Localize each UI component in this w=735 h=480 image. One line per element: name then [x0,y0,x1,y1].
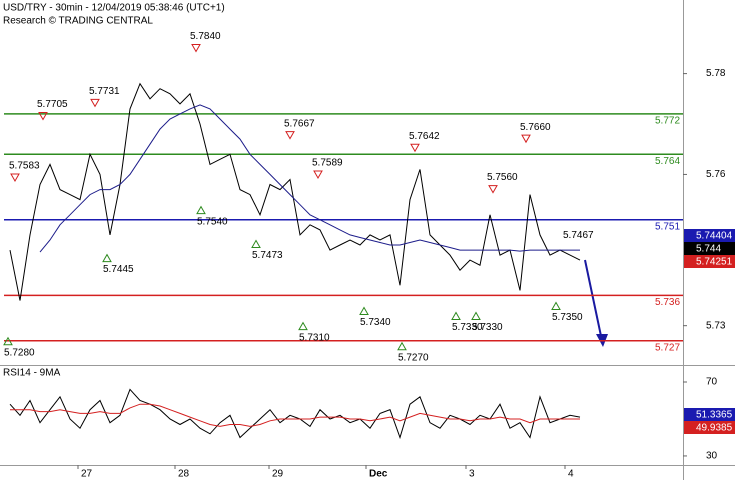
low-label: 5.7310 [299,332,330,343]
y-tick-label: 5.76 [706,169,726,180]
low-marker [471,311,481,321]
low-label: 5.7330 [452,322,483,333]
level-label: 5.772 [655,116,680,127]
x-tick-label: 3 [469,469,475,480]
level-label: 5.764 [655,156,680,167]
series-line [9,388,581,440]
low-label: 5.7445 [103,264,134,275]
low-marker [102,253,112,263]
price-tag [684,408,735,421]
level-label: 5.727 [655,342,680,353]
chart-subtitle: Research © TRADING CENTRAL [3,16,153,27]
x-tick-label: 29 [272,469,284,480]
high-marker [488,185,498,194]
price-tag-label: 49.9385 [696,423,733,434]
low-marker [298,321,308,331]
low-label: 5.7350 [552,312,583,323]
price-tag-label: 5.74251 [696,257,733,268]
y-tick-label: 5.73 [706,320,726,331]
price-tag [684,421,735,434]
x-tick-label: 4 [568,469,574,480]
price-tag-label: 5.74404 [696,231,733,242]
low-marker [3,336,13,346]
x-tick-label: Dec [369,469,388,480]
high-label: 5.7642 [409,131,440,142]
high-label: 5.7705 [37,99,68,110]
low-marker [551,301,561,310]
high-marker [521,134,531,144]
x-tick-label: 27 [81,469,93,480]
high-marker [38,111,48,121]
high-marker [191,43,201,53]
price-tag-label: 51.3365 [696,410,733,421]
high-marker [90,98,100,108]
low-marker [251,239,261,248]
high-marker [410,143,420,153]
series-line [10,403,580,427]
y-tick-label: 30 [706,451,718,462]
high-marker [10,173,20,183]
level-label: 5.736 [655,297,680,308]
x-tick-label: 28 [178,469,190,480]
price-tag [684,255,735,268]
low-label: 5.7280 [4,347,35,358]
high-label: 5.7667 [284,118,315,129]
high-marker [313,170,323,179]
high-label: 5.7840 [190,31,221,42]
low-label: 5.7540 [197,216,228,227]
low-marker [359,306,369,316]
low-marker [397,341,407,351]
low-label: 5.7270 [398,352,429,363]
high-label: 5.7583 [9,161,40,172]
chart-title: RSI14 - 9MA [3,368,61,379]
high-label: 5.7560 [487,172,518,183]
series-line [39,104,580,253]
low-label: 5.7340 [360,317,391,328]
level-label: 5.751 [655,221,680,232]
high-label: 5.7589 [312,158,343,169]
price-tag [684,229,735,242]
low-label: 5.7330 [472,322,503,333]
high-marker [285,131,295,140]
y-tick-label: 5.78 [706,68,726,79]
low-marker [196,205,206,215]
chart-title: USD/TRY - 30min - 12/04/2019 05:38:46 (U… [3,3,225,14]
price-tag [684,242,735,255]
series-line [9,82,581,301]
price-tag-label: 5.744 [696,244,721,255]
high-label: 5.7731 [89,86,120,97]
high-label: 5.7660 [520,122,551,133]
low-marker [451,311,461,321]
low-label: 5.7473 [252,250,283,261]
level-note: 5.7467 [563,230,594,241]
y-tick-label: 70 [706,377,718,388]
